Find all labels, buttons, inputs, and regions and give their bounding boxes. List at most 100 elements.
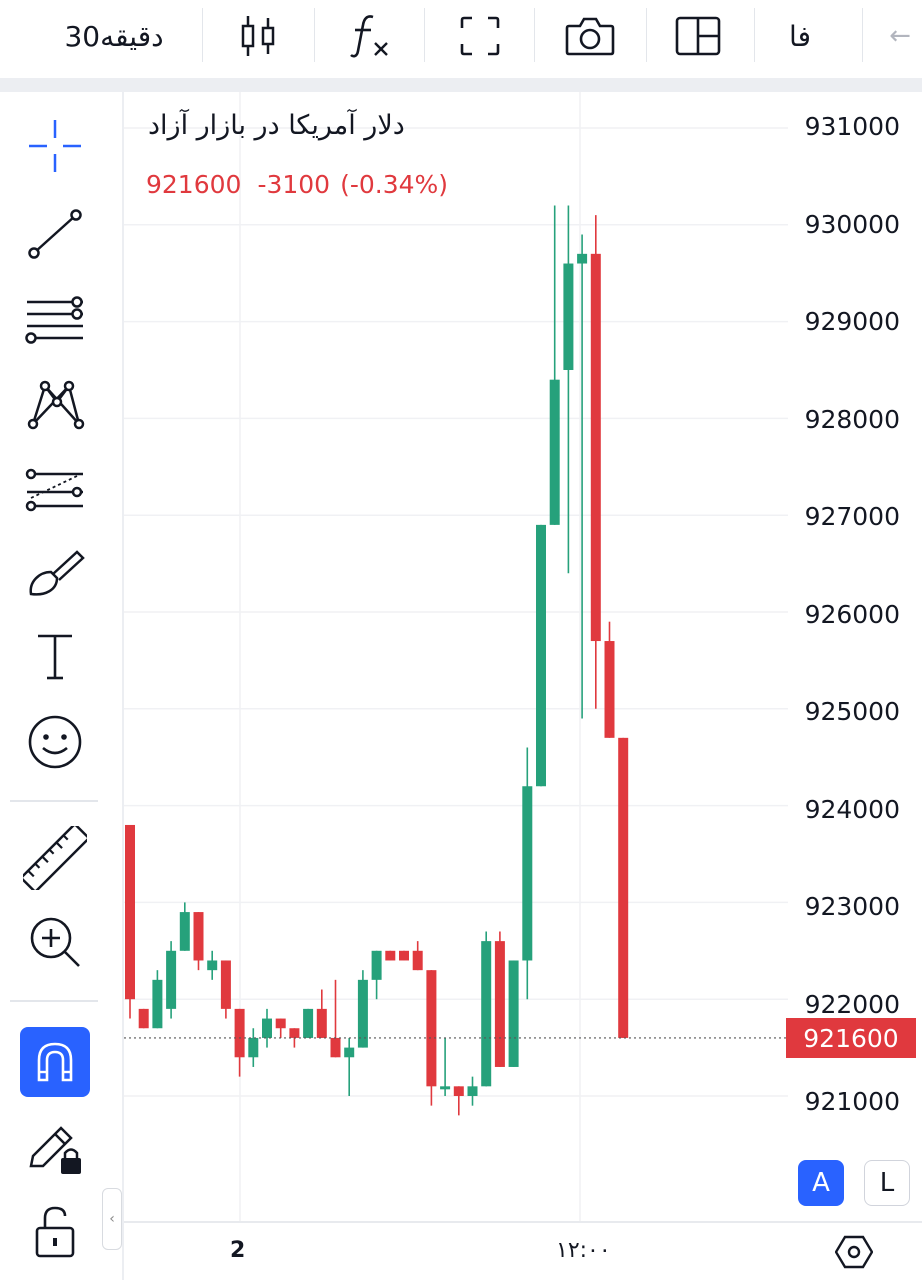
- sidebar-collapse-handle[interactable]: ‹: [102, 1188, 122, 1250]
- lock-drawings-tool[interactable]: [12, 1110, 98, 1190]
- change-percent-value: (-0.34%): [340, 170, 449, 199]
- magnet-button-bg: [20, 1027, 90, 1097]
- candle: [577, 234, 588, 719]
- time-axis-label: ۱۲:۰۰: [556, 1238, 611, 1263]
- auto-scale-button[interactable]: A: [798, 1160, 844, 1206]
- candle: [179, 902, 190, 951]
- price-axis-label: 930000: [804, 209, 900, 239]
- candle-body: [604, 641, 615, 738]
- candle-body: [412, 950, 423, 971]
- candle: [330, 979, 341, 1058]
- candle: [508, 960, 519, 1067]
- candle-body: [494, 941, 505, 1067]
- fx-icon: [350, 15, 388, 58]
- candle-body: [357, 979, 368, 1048]
- candle-body: [289, 1028, 300, 1038]
- emoji-tool[interactable]: [12, 702, 98, 782]
- candle-body: [618, 737, 629, 1038]
- candle: [344, 1037, 355, 1096]
- unlock-icon: [35, 1206, 75, 1258]
- candle-body: [234, 1008, 245, 1058]
- toolbar-divider: [424, 8, 425, 62]
- candle-body: [125, 824, 135, 1000]
- candle-body: [330, 1037, 341, 1058]
- price-axis-label: 928000: [804, 404, 900, 434]
- snapshot-button[interactable]: [552, 0, 628, 72]
- drawing-toolbar: [0, 92, 112, 1280]
- candle: [357, 970, 368, 1048]
- candle-body: [399, 950, 409, 961]
- indicators-button[interactable]: [332, 0, 408, 72]
- symbol-legend: 921600 -3100 (-0.34%): [146, 170, 448, 199]
- magnet-tool[interactable]: [12, 1022, 98, 1102]
- candle-body: [577, 253, 588, 264]
- candle-body: [138, 1008, 149, 1029]
- candle-body: [166, 950, 177, 1009]
- toolbar-divider: [314, 8, 315, 62]
- pattern-tool[interactable]: [12, 364, 98, 444]
- price-axis-label: 926000: [804, 599, 900, 629]
- candle-body: [440, 1086, 451, 1090]
- candle: [125, 824, 135, 1019]
- candle-body: [207, 960, 218, 971]
- candle-body: [179, 912, 190, 951]
- candle: [426, 970, 437, 1106]
- candle: [303, 1008, 314, 1038]
- settings-hexagon-icon: [835, 1235, 873, 1269]
- fibonacci-tool[interactable]: [12, 448, 98, 528]
- brush-tool[interactable]: [12, 532, 98, 612]
- candle: [166, 941, 177, 1019]
- price-axis-label: 925000: [804, 697, 900, 726]
- candle: [522, 747, 533, 1000]
- text-tool[interactable]: [12, 616, 98, 696]
- last-price-value: 921600: [146, 170, 242, 199]
- trend-line-tool[interactable]: [12, 194, 98, 274]
- language-button[interactable]: فا: [770, 0, 830, 72]
- candle-body: [248, 1037, 259, 1058]
- zoom-in-icon: [30, 917, 80, 967]
- price-axis-label: 927000: [804, 502, 900, 531]
- pencil-lock-icon: [29, 1126, 81, 1174]
- text-icon: [38, 634, 72, 680]
- back-button[interactable]: ←: [880, 0, 920, 72]
- symbol-title: دلار آمریکا در بازار آزاد: [148, 110, 405, 141]
- candle-body: [275, 1018, 286, 1029]
- interval-button[interactable]: 30دقیقه: [44, 0, 184, 72]
- candle-body: [522, 786, 533, 961]
- price-axis-label: 923000: [804, 892, 900, 921]
- smiley-icon: [28, 715, 82, 769]
- chart-settings-button[interactable]: [834, 1232, 874, 1272]
- zoom-tool[interactable]: [12, 902, 98, 982]
- toolbar-divider: [754, 8, 755, 62]
- price-axis-label: 929000: [804, 307, 900, 336]
- candle: [563, 205, 574, 574]
- crosshair-icon: [29, 120, 81, 172]
- candlestick-icon: [241, 16, 275, 56]
- candle-body: [385, 950, 396, 961]
- horizontal-lines-tool[interactable]: [12, 280, 98, 360]
- candle: [371, 950, 382, 1000]
- candle-body: [152, 979, 163, 1029]
- chart-type-button[interactable]: [220, 0, 296, 72]
- chart-canvas[interactable]: [124, 92, 922, 1280]
- layout-button[interactable]: [660, 0, 736, 72]
- candle-body: [344, 1047, 355, 1058]
- toolbar-divider: [862, 8, 863, 62]
- unlock-tool[interactable]: [12, 1192, 98, 1272]
- last-price-tag: 921600: [786, 1018, 916, 1058]
- magnet-icon: [37, 1042, 73, 1082]
- layout-icon: [675, 16, 721, 56]
- candle-body: [426, 970, 437, 1087]
- price-axis-label: 931000: [804, 112, 900, 141]
- measure-tool[interactable]: [12, 818, 98, 898]
- crosshair-tool[interactable]: [12, 106, 98, 186]
- chart-pane[interactable]: [122, 92, 922, 1280]
- candle: [262, 1008, 272, 1048]
- trend-line-icon: [28, 209, 82, 259]
- parallel-lines-icon: [25, 296, 83, 344]
- fullscreen-button[interactable]: [442, 0, 518, 72]
- back-arrow-icon: ←: [889, 21, 911, 51]
- log-scale-button[interactable]: L: [864, 1160, 910, 1206]
- candle: [207, 950, 218, 980]
